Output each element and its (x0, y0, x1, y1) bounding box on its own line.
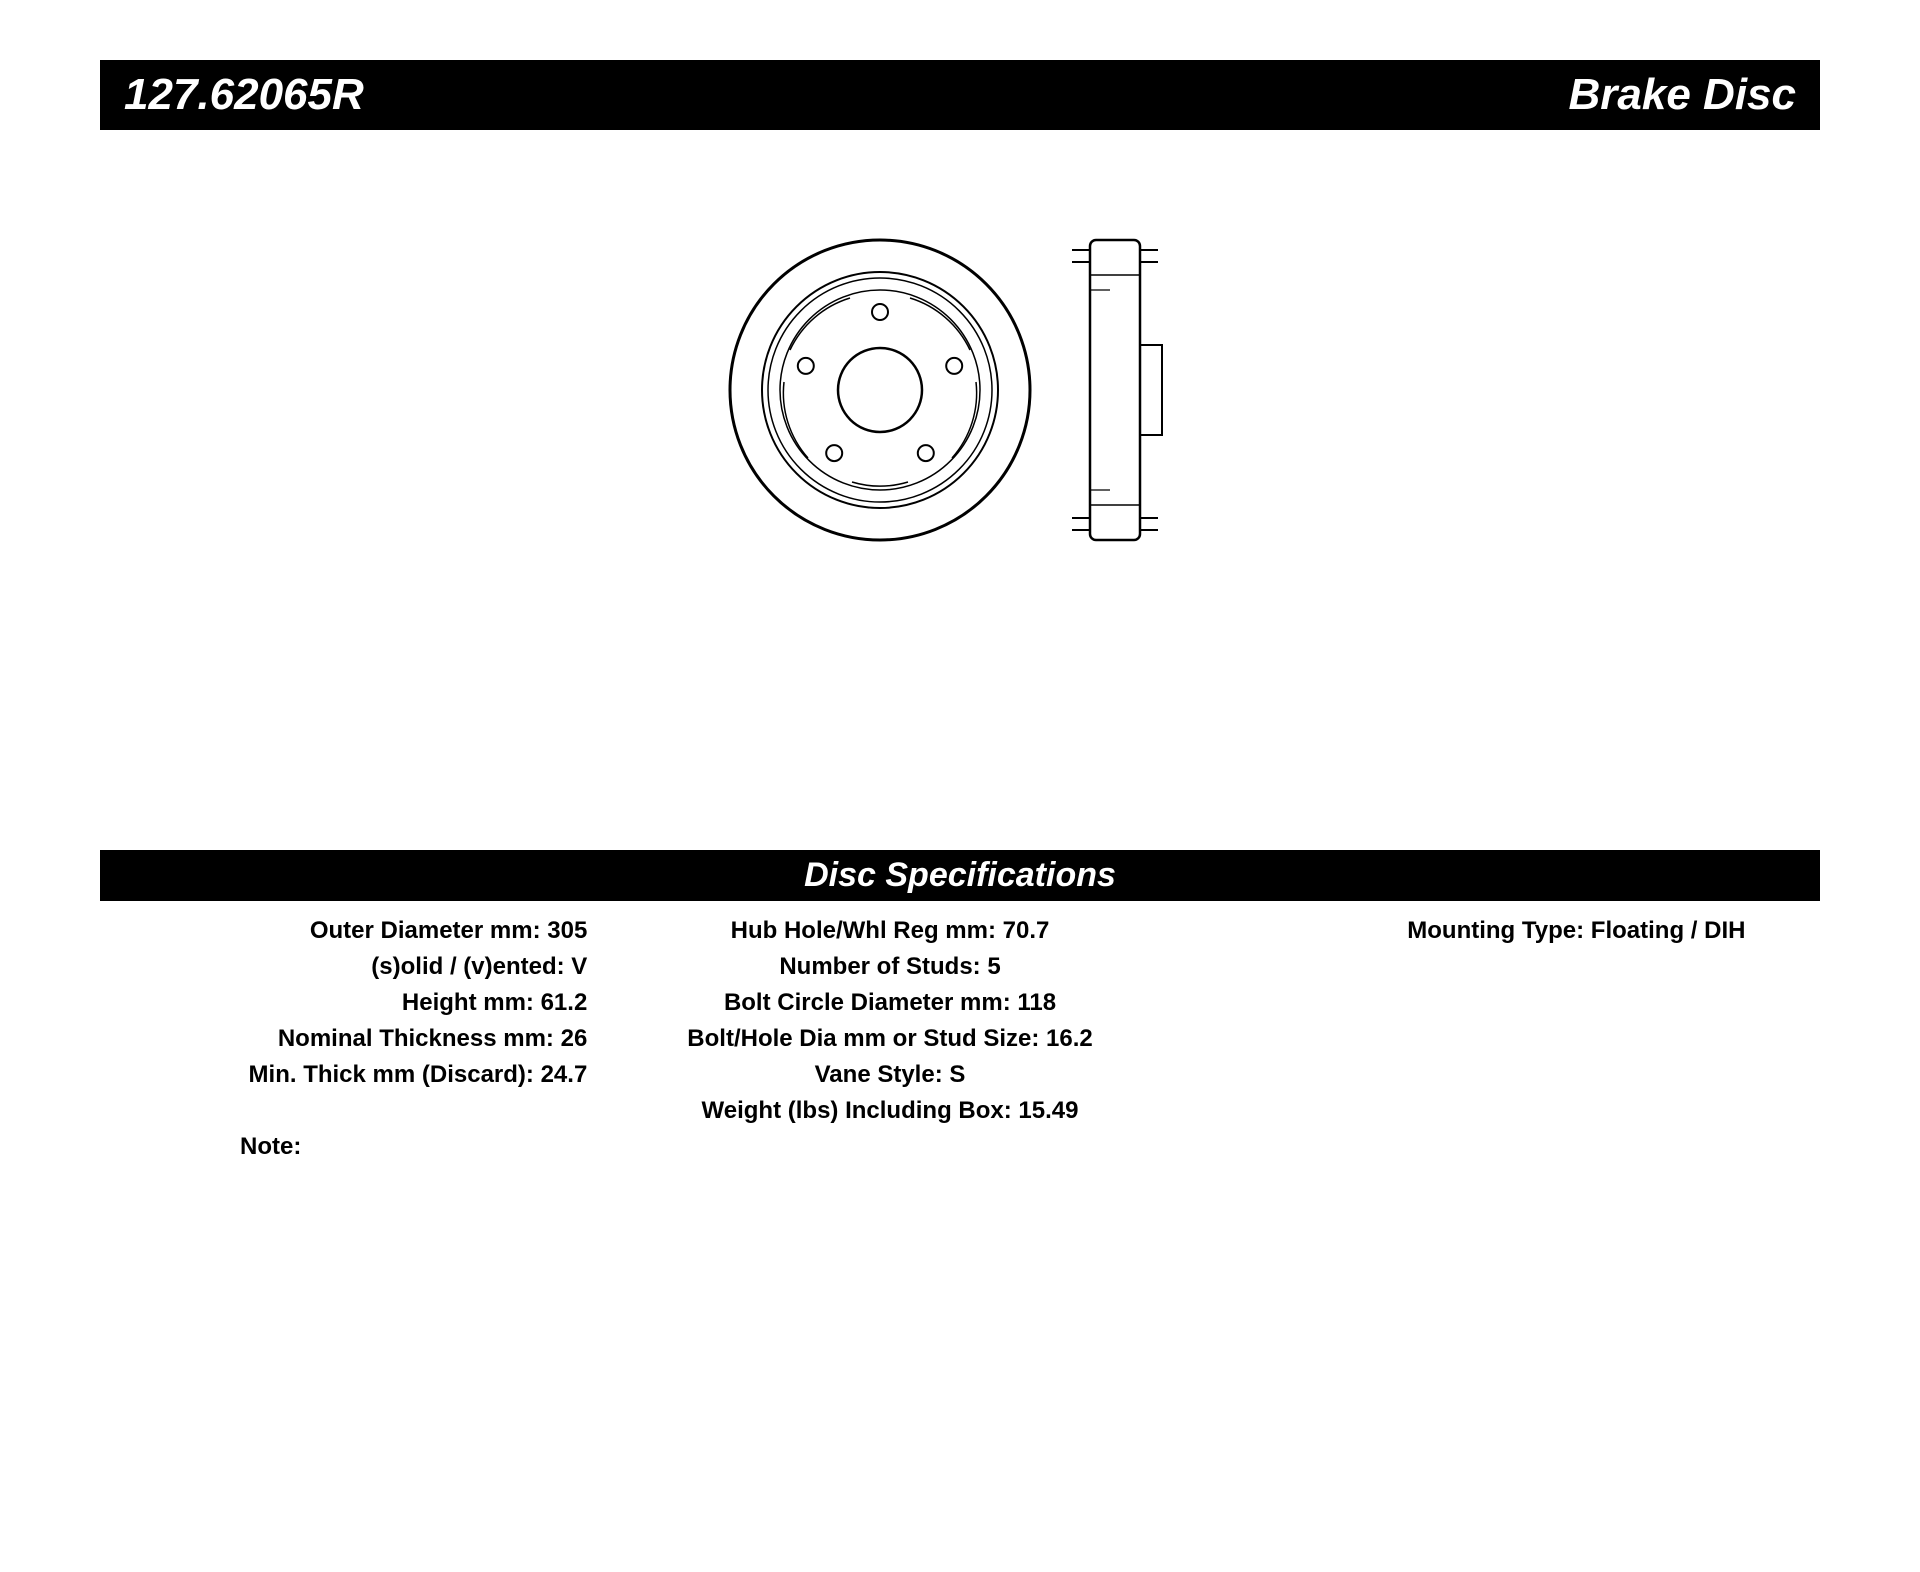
spec-value: 16.2 (1046, 1025, 1093, 1052)
spec-value: 118 (1017, 989, 1056, 1016)
spec-columns: Outer Diameter mm: 305 (s)olid / (v)ente… (100, 913, 1820, 1161)
spec-label: Height mm: (402, 989, 534, 1016)
spec-row: Hub Hole/Whl Reg mm: 70.7 (687, 913, 1232, 949)
spec-row: Vane Style: S (687, 1057, 1232, 1093)
spec-label: Mounting Type: (1407, 917, 1584, 944)
spec-row: Height mm: 61.2 (120, 985, 647, 1021)
note-label: Note: (240, 1133, 301, 1160)
spec-label: Bolt Circle Diameter mm: (724, 989, 1011, 1016)
spec-row: Mounting Type: Floating / DIH (1273, 913, 1800, 949)
spec-row: Min. Thick mm (Discard): 24.7 (120, 1057, 647, 1093)
spec-row: Weight (lbs) Including Box: 15.49 (687, 1093, 1232, 1129)
note-row: Note: (120, 1133, 647, 1161)
spec-value: 24.7 (541, 1061, 588, 1088)
spec-value: Floating / DIH (1591, 917, 1746, 944)
spec-value: 5 (987, 953, 1000, 980)
spec-sheet-page: 127.62065R Brake Disc (0, 0, 1920, 1572)
spec-value: 61.2 (541, 989, 588, 1016)
spec-col-left: Outer Diameter mm: 305 (s)olid / (v)ente… (100, 913, 667, 1161)
spec-value: 26 (561, 1025, 588, 1052)
spec-value: V (571, 953, 587, 980)
spec-label: Vane Style: (815, 1061, 943, 1088)
spec-section-title: Disc Specifications (804, 856, 1116, 894)
brake-disc-diagram (700, 190, 1220, 590)
spec-value: 305 (547, 917, 587, 944)
spec-row: Bolt Circle Diameter mm: 118 (687, 985, 1232, 1021)
spec-label: Min. Thick mm (Discard): (249, 1061, 534, 1088)
spec-value: 15.49 (1018, 1097, 1078, 1124)
product-title: Brake Disc (1569, 70, 1796, 120)
spec-label: (s)olid / (v)ented: (371, 953, 564, 980)
spec-row: Number of Studs: 5 (687, 949, 1232, 985)
part-number: 127.62065R (124, 70, 364, 120)
spec-col-middle: Hub Hole/Whl Reg mm: 70.7 Number of Stud… (667, 913, 1252, 1161)
disc-side-view (1072, 240, 1162, 540)
spec-label: Nominal Thickness mm: (278, 1025, 554, 1052)
spec-label: Bolt/Hole Dia mm or Stud Size: (687, 1025, 1039, 1052)
spec-value: S (949, 1061, 965, 1088)
spec-row: Nominal Thickness mm: 26 (120, 1021, 647, 1057)
spec-label: Number of Studs: (779, 953, 980, 980)
header-bar: 127.62065R Brake Disc (100, 60, 1820, 130)
spec-section-title-bar: Disc Specifications (100, 850, 1820, 901)
spec-label: Hub Hole/Whl Reg mm: (731, 917, 996, 944)
spec-row: (s)olid / (v)ented: V (120, 949, 647, 985)
spec-section: Disc Specifications Outer Diameter mm: 3… (100, 850, 1820, 1161)
spec-row: Bolt/Hole Dia mm or Stud Size: 16.2 (687, 1021, 1232, 1057)
spec-label: Weight (lbs) Including Box: (702, 1097, 1012, 1124)
disc-front-view (730, 240, 1030, 540)
spec-value: 70.7 (1003, 917, 1050, 944)
spec-col-right: Mounting Type: Floating / DIH (1253, 913, 1820, 1161)
diagram-area (100, 190, 1820, 590)
spec-label: Outer Diameter mm: (310, 917, 541, 944)
spec-row: Outer Diameter mm: 305 (120, 913, 647, 949)
